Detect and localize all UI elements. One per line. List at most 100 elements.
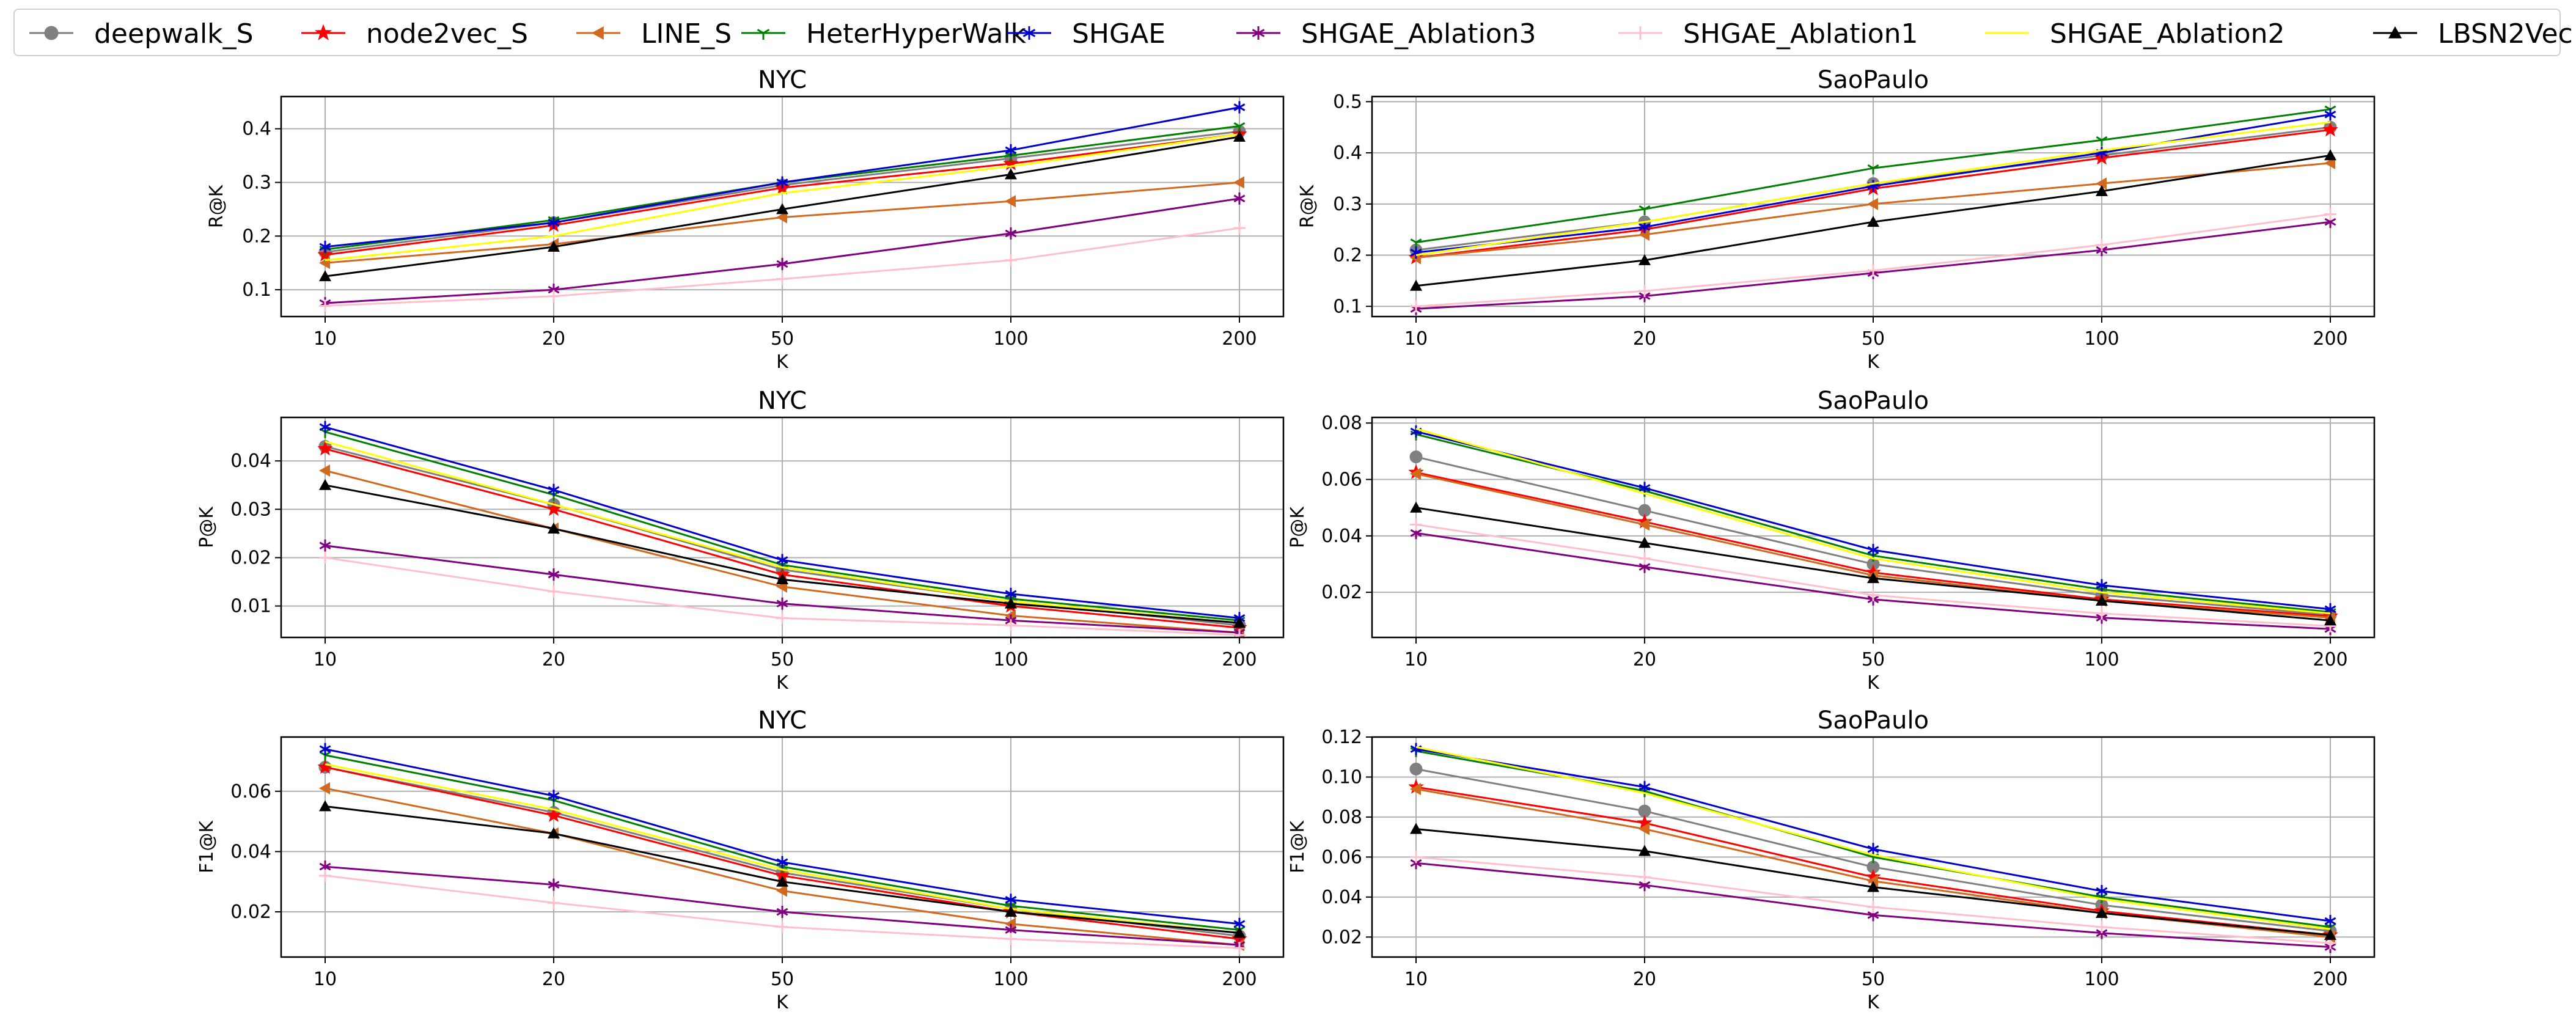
y-tick-label: 0.04: [230, 450, 271, 472]
data-point-deepwalk-s: [1409, 762, 1423, 776]
data-point-lbsn2vec: [548, 827, 560, 838]
series-shgae: [1410, 743, 2336, 928]
data-point-shgae-ablation1: [1410, 518, 1422, 531]
data-point-shgae: [2324, 915, 2336, 928]
data-point-shgae-ablation3: [776, 597, 788, 610]
data-point-lbsn2vec: [2096, 907, 2108, 918]
data-point-lbsn2vec: [2324, 929, 2336, 940]
data-point-shgae-ablation1: [319, 869, 331, 882]
data-point-shgae-ablation1: [776, 920, 788, 933]
legend-label: SHGAE: [1072, 18, 1166, 50]
data-point-shgae: [1867, 843, 1879, 856]
y-tick-label: 0.1: [242, 279, 271, 301]
legend-swatch-shgae-ablation3: [1236, 26, 1280, 40]
series-shgae-ablation2: [325, 133, 1240, 262]
x-tick-label: 10: [314, 649, 337, 670]
data-point-lbsn2vec: [776, 875, 788, 887]
series-shgae-ablation2: [1415, 428, 2331, 615]
data-point-lbsn2vec: [1005, 906, 1017, 917]
y-tick-label: 0.02: [1321, 582, 1362, 603]
data-point-shgae: [2096, 579, 2108, 592]
y-tick-label: 0.3: [242, 172, 271, 193]
chart-title: SaoPaulo: [1818, 706, 1929, 735]
data-point-shgae: [319, 743, 331, 755]
series-shgae-ablation3: [319, 860, 1246, 952]
data-point-lbsn2vec: [2096, 185, 2108, 196]
chart-panel-4: 10 20 50 100 200 0.02 0.04 0.06 0.08 SaoPaulo K P@K: [1287, 387, 2376, 694]
data-point-shgae: [1005, 144, 1017, 156]
legend-label: HeterHyperWalk: [806, 18, 1027, 50]
data-point-shgae-ablation3: [1233, 192, 1246, 205]
x-tick-label: 200: [1222, 328, 1257, 350]
data-point-shgae-ablation1: [1410, 851, 1422, 864]
x-tick-label: 100: [2084, 969, 2119, 990]
data-point-lbsn2vec: [1410, 823, 1422, 834]
x-tick-label: 200: [1222, 649, 1257, 670]
data-point-line-s: [1638, 823, 1649, 835]
data-point-shgae-ablation1: [1005, 619, 1017, 632]
data-point-shgae: [1005, 587, 1017, 600]
y-tick-label: 0.4: [242, 119, 271, 140]
series-line-shgae-ablation2: [325, 763, 1240, 934]
data-point-shgae-ablation1: [1867, 901, 1879, 914]
y-axis-label: R@K: [1297, 184, 1318, 228]
x-tick-label: 20: [1633, 969, 1656, 990]
x-tick-label: 200: [1222, 969, 1257, 990]
series-shgae-ablation2: [325, 763, 1240, 934]
x-tick-label: 50: [1862, 649, 1885, 670]
data-point-shgae-ablation1: [1867, 589, 1879, 601]
data-point-line-s: [776, 211, 787, 224]
y-tick-label: 0.08: [1321, 413, 1362, 434]
data-point-lbsn2vec: [1233, 617, 1246, 628]
legend-label: LBSN2Vec: [2438, 18, 2573, 50]
data-point-shgae-ablation1: [548, 897, 560, 909]
data-point-lbsn2vec: [776, 203, 788, 215]
y-tick-label: 0.12: [1321, 727, 1362, 748]
data-point-shgae-ablation3: [319, 539, 331, 552]
data-point-line-s: [1638, 229, 1649, 241]
chart-title: NYC: [758, 706, 807, 735]
data-point-lbsn2vec: [319, 800, 331, 812]
data-point-shgae: [548, 483, 560, 496]
y-tick-label: 0.08: [1321, 807, 1362, 828]
data-point-shgae-ablation3: [548, 568, 560, 581]
y-axis-label: F1@K: [1287, 820, 1308, 873]
data-point-shgae-ablation3: [2324, 216, 2336, 229]
data-point-shgae-ablation1: [319, 551, 331, 564]
data-point-line-s: [776, 884, 787, 897]
data-point-shgae: [548, 790, 560, 802]
series-shgae-ablation3: [319, 539, 1246, 639]
data-point-lbsn2vec: [1410, 279, 1422, 291]
x-tick-label: 10: [1404, 328, 1428, 350]
chart-panel-6: 10 20 50 100 200 0.02 0.04 0.06 0.08 0.10 0.12 SaoP…: [1287, 706, 2376, 1013]
data-point-lbsn2vec: [548, 240, 560, 252]
series-shgae: [319, 101, 1246, 253]
y-tick-label: 0.02: [1321, 926, 1362, 948]
legend-swatch-deepwalk-s: [29, 26, 73, 40]
chart-panel-2: 10 20 50 100 200 0.1 0.2 0.3 0.4 0.5 SaoPaulo K R@K: [1297, 66, 2376, 373]
data-point-lbsn2vec: [776, 573, 788, 585]
data-point-shgae-ablation1: [1005, 254, 1017, 266]
data-point-line-s: [1233, 176, 1244, 189]
x-tick-label: 100: [993, 969, 1028, 990]
data-point-shgae-ablation3: [548, 878, 560, 891]
data-point-line-s: [319, 782, 330, 794]
y-tick-label: 0.04: [230, 841, 271, 862]
series-shgae-ablation1: [1410, 208, 2336, 313]
data-point-shgae-ablation1: [1638, 871, 1651, 884]
x-tick-label: 20: [542, 328, 565, 350]
legend-swatch-shgae-ablation1: [1618, 26, 1662, 40]
x-tick-label: 10: [1404, 969, 1428, 990]
x-tick-label: 200: [2313, 969, 2347, 990]
x-tick-label: 50: [771, 969, 794, 990]
x-axis-label: K: [776, 992, 789, 1013]
data-point-lbsn2vec: [1638, 254, 1651, 265]
legend-label: SHGAE_Ablation2: [2050, 18, 2285, 50]
series-line-shgae-ablation2: [325, 441, 1240, 624]
x-axis-label: K: [1867, 672, 1880, 694]
data-point-shgae-ablation1: [2324, 208, 2336, 221]
legend-swatch-node2vec-s: [301, 24, 345, 40]
data-point-lbsn2vec: [1410, 501, 1422, 513]
x-tick-label: 10: [314, 969, 337, 990]
